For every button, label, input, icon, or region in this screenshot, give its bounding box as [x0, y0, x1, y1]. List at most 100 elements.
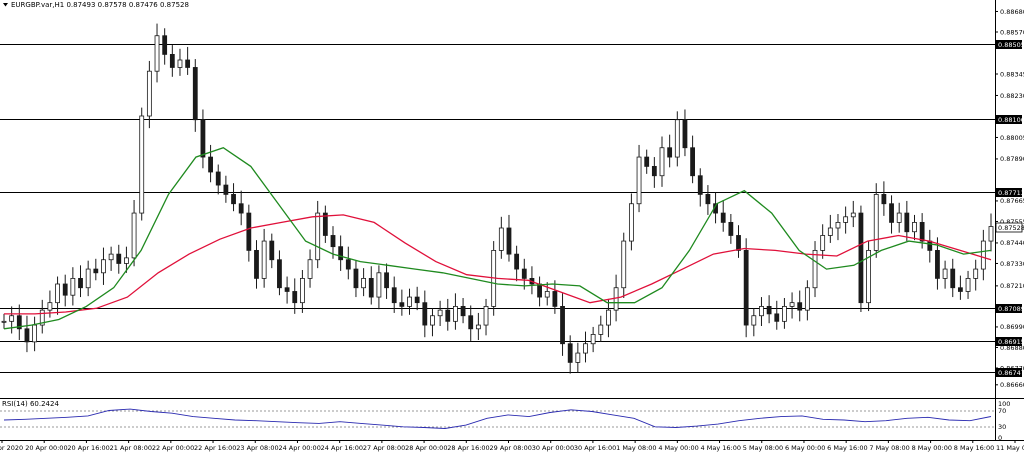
- time-tick-label: 1 May 08:00: [616, 444, 656, 452]
- bear-candle: [468, 315, 474, 330]
- bull-candle: [498, 227, 504, 251]
- rsi-panel: RSI(14) 60.2424 100 70 30 0: [0, 398, 1024, 442]
- bull-candle: [85, 268, 91, 289]
- bear-candle: [16, 315, 22, 330]
- level-tag-bg: [996, 368, 1022, 377]
- bear-candle: [345, 259, 351, 270]
- bear-candle: [116, 253, 122, 264]
- time-tick-label: 8 May 16:00: [954, 444, 994, 452]
- bull-candle: [47, 302, 53, 311]
- bull-candle: [759, 305, 764, 317]
- price-axis: 0.866600.867700.868800.869900.872100.873…: [995, 0, 1024, 440]
- bull-candle: [108, 253, 114, 261]
- bear-candle: [246, 212, 252, 251]
- price-plot-area: [0, 0, 995, 398]
- bear-candle: [514, 253, 520, 270]
- bull-candle: [261, 240, 267, 279]
- bull-candle: [613, 287, 619, 311]
- bull-candle: [177, 59, 183, 68]
- time-tick-label: 27 Apr 08:00: [363, 444, 405, 452]
- bull-candle: [590, 333, 596, 345]
- time-tick-label: 28 Apr 00:00: [405, 444, 447, 452]
- time-tick-label: 17 Apr 2020: [0, 444, 23, 452]
- bear-candle: [414, 296, 420, 304]
- level-tag: 0.88106: [998, 116, 1024, 124]
- bear-candle: [368, 277, 374, 298]
- bear-candle: [330, 235, 336, 248]
- symbol-dropdown-arrow-icon[interactable]: [3, 3, 8, 7]
- level-tag-bg: [996, 40, 1022, 49]
- bear-candle: [208, 156, 213, 173]
- bull-candle: [820, 235, 826, 251]
- bull-candle: [453, 305, 458, 322]
- bear-candle: [957, 287, 963, 292]
- slow-ma-line: [4, 214, 992, 315]
- bear-candle: [399, 302, 405, 307]
- bear-candle: [185, 59, 191, 68]
- bull-candle: [1, 320, 7, 323]
- time-tick-label: 5 May 08:00: [743, 444, 783, 452]
- symbol-header: EURGBP.var,H1 0.87493 0.87578 0.87476 0.…: [11, 1, 189, 9]
- bear-candle: [904, 212, 910, 233]
- price-tick-label: 0.88005: [1000, 134, 1024, 142]
- bear-candle: [62, 283, 68, 296]
- time-tick-label: 20 Apr 00:00: [25, 444, 67, 452]
- bear-candle: [254, 249, 259, 279]
- bull-candle: [146, 70, 152, 117]
- bull-candle: [32, 324, 38, 343]
- bear-candle: [277, 259, 282, 289]
- bear-candle: [935, 249, 940, 279]
- bear-candle: [384, 272, 389, 289]
- time-tick-label: 29 Apr 08:00: [490, 444, 532, 452]
- price-tick-label: 0.87665: [1000, 197, 1024, 205]
- bull-candle: [973, 268, 979, 279]
- time-tick-label: 24 Apr 00:00: [278, 444, 320, 452]
- bear-candle: [567, 343, 573, 363]
- bear-candle: [422, 302, 428, 326]
- bear-candle: [927, 240, 933, 251]
- bear-candle: [24, 328, 30, 343]
- bear-candle: [667, 147, 673, 158]
- time-tick-label: 24 Apr 16:00: [321, 444, 363, 452]
- bear-candle: [322, 212, 328, 236]
- price-tick-label: 0.87555: [1000, 218, 1024, 226]
- time-tick-label: 4 May 16:00: [701, 444, 741, 452]
- rsi-line: [3, 408, 992, 429]
- bull-candle: [131, 212, 137, 259]
- time-tick-label: 21 Apr 08:00: [110, 444, 152, 452]
- bear-candle: [445, 309, 451, 322]
- time-tick-label: 8 May 00:00: [912, 444, 952, 452]
- bull-candle: [430, 315, 435, 326]
- level-tag: 0.86915: [998, 338, 1024, 346]
- bear-candle: [521, 268, 527, 279]
- bull-candle: [598, 324, 604, 335]
- price-panel: EURGBP.var,H1 0.87493 0.87578 0.87476 0.…: [0, 0, 995, 398]
- price-tick-label: 0.88345: [1000, 70, 1024, 78]
- rsi-axis-label-30: 30: [998, 423, 1006, 431]
- bear-candle: [231, 193, 236, 205]
- bear-candle: [269, 240, 275, 261]
- bull-candle: [9, 315, 15, 322]
- bear-candle: [238, 203, 244, 214]
- level-tag-bg: [996, 115, 1022, 124]
- horizontal-levels: [0, 44, 995, 373]
- bear-candle: [919, 221, 925, 242]
- bull-candle: [980, 240, 986, 270]
- bear-candle: [93, 268, 99, 274]
- bear-candle: [682, 119, 688, 149]
- time-tick-label: 6 May 00:00: [785, 444, 825, 452]
- bull-candle: [407, 296, 412, 307]
- bull-candle: [361, 277, 367, 289]
- level-tag-bg: [996, 337, 1022, 346]
- bear-candle: [560, 305, 565, 345]
- bear-candle: [284, 287, 290, 292]
- level-tag: 0.88505: [998, 41, 1024, 49]
